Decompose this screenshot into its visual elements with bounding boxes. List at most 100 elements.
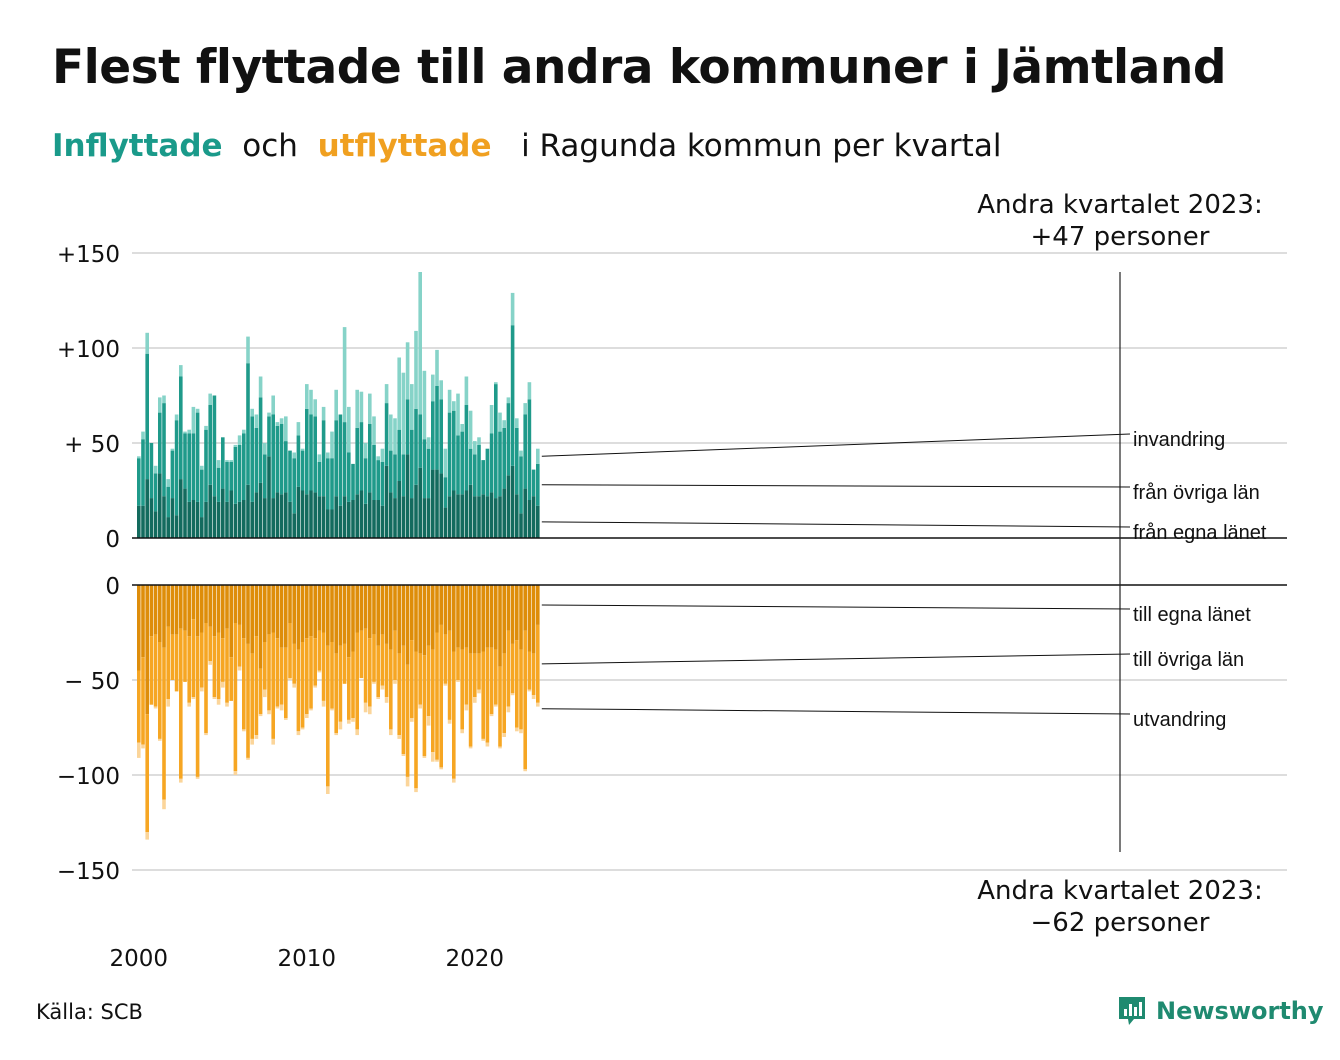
bar-in-1 (141, 439, 145, 506)
bar-out-1 (523, 630, 527, 770)
bar-out-0 (191, 585, 196, 620)
bar-out-1 (376, 645, 380, 698)
y-tick-label-top: +150 (57, 242, 120, 268)
bar-out-2 (536, 702, 540, 707)
bar-in-1 (431, 401, 435, 470)
annotation-top-line2: +47 personer (1031, 222, 1210, 252)
bar-in-0 (187, 501, 191, 538)
source-note: Källa: SCB (36, 1000, 143, 1024)
bar-out-2 (166, 699, 170, 707)
bar-out-2 (191, 697, 196, 699)
bar-in-0 (460, 494, 464, 538)
bar-in-1 (527, 399, 532, 500)
bar-in-2 (166, 479, 170, 487)
bar-in-1 (158, 412, 162, 474)
bar-out-1 (473, 653, 477, 698)
bar-in-0 (351, 500, 355, 538)
bar-in-0 (263, 498, 267, 538)
bar-out-0 (246, 585, 250, 644)
bar-in-0 (481, 494, 485, 538)
bar-out-0 (414, 585, 418, 652)
bar-in-0 (506, 475, 511, 538)
bar-in-0 (489, 492, 494, 538)
bar-out-1 (195, 636, 200, 777)
bar-in-2 (309, 389, 313, 415)
bar-in-1 (426, 448, 431, 499)
bar-in-2 (359, 391, 364, 423)
bar-out-1 (330, 642, 334, 709)
bar-in-2 (279, 418, 284, 424)
bar-in-1 (292, 458, 296, 514)
bar-in-0 (195, 501, 200, 538)
bar-in-1 (384, 403, 389, 466)
bar-in-0 (317, 496, 322, 538)
bar-in-0 (372, 500, 376, 538)
bar-in-2 (300, 448, 305, 451)
newsworthy-brand: Newsworthy (1156, 997, 1324, 1025)
bar-in-1 (489, 433, 494, 493)
bar-out-1 (342, 643, 347, 684)
bar-in-2 (317, 454, 322, 462)
bar-out-2 (422, 756, 427, 758)
bar-out-1 (305, 638, 309, 715)
subtitle-and: och (242, 128, 298, 164)
bar-in-1 (179, 376, 183, 480)
bar-in-1 (435, 386, 439, 470)
bar-in-1 (221, 437, 225, 489)
bar-out-2 (456, 680, 460, 682)
bar-out-0 (468, 585, 473, 654)
bar-out-0 (305, 585, 309, 639)
bar-out-2 (296, 731, 301, 736)
bar-in-1 (351, 463, 355, 500)
bar-in-0 (300, 490, 305, 538)
bar-out-1 (481, 651, 485, 739)
bar-out-1 (166, 626, 170, 699)
bar-in-2 (296, 422, 301, 436)
bar-in-2 (191, 406, 196, 434)
bar-out-2 (250, 738, 254, 745)
bar-out-2 (237, 666, 242, 671)
bar-out-2 (389, 729, 393, 736)
bar-in-2 (384, 384, 389, 404)
bar-in-1 (405, 399, 410, 455)
bar-in-0 (452, 490, 456, 538)
bar-out-0 (267, 585, 271, 635)
bar-out-2 (523, 769, 527, 772)
bar-out-1 (174, 634, 179, 692)
bar-out-2 (477, 689, 481, 694)
bar-in-0 (355, 494, 359, 538)
bar-in-1 (452, 410, 456, 491)
bar-out-1 (397, 653, 401, 736)
bar-out-2 (363, 702, 368, 713)
bar-in-0 (137, 505, 141, 538)
bar-in-2 (326, 452, 330, 459)
bar-in-2 (342, 327, 347, 423)
y-tick-label-bottom: −100 (57, 764, 120, 790)
bar-out-2 (258, 714, 263, 717)
bar-in-0 (410, 498, 414, 538)
bar-out-1 (338, 645, 343, 722)
bar-in-1 (481, 460, 485, 495)
bar-in-2 (452, 401, 456, 411)
bar-out-2 (489, 714, 494, 717)
bar-out-0 (464, 585, 469, 648)
bar-out-1 (460, 649, 464, 730)
bar-in-1 (376, 460, 380, 500)
bar-in-2 (242, 429, 246, 434)
bar-in-0 (431, 469, 435, 538)
bar-out-0 (183, 585, 187, 631)
bar-in-0 (405, 454, 410, 538)
bar-in-0 (347, 501, 351, 538)
bar-out-0 (502, 585, 506, 654)
y-tick-label-bottom: 0 (105, 574, 120, 600)
bar-in-1 (263, 454, 267, 499)
bar-out-2 (531, 695, 536, 699)
bar-in-0 (296, 486, 301, 538)
bar-in-0 (313, 492, 317, 538)
bar-out-0 (380, 585, 385, 635)
bar-in-1 (279, 424, 284, 495)
bar-out-1 (191, 619, 196, 698)
bar-in-2 (153, 465, 158, 474)
bar-in-2 (137, 456, 141, 459)
bar-out-0 (195, 585, 200, 637)
